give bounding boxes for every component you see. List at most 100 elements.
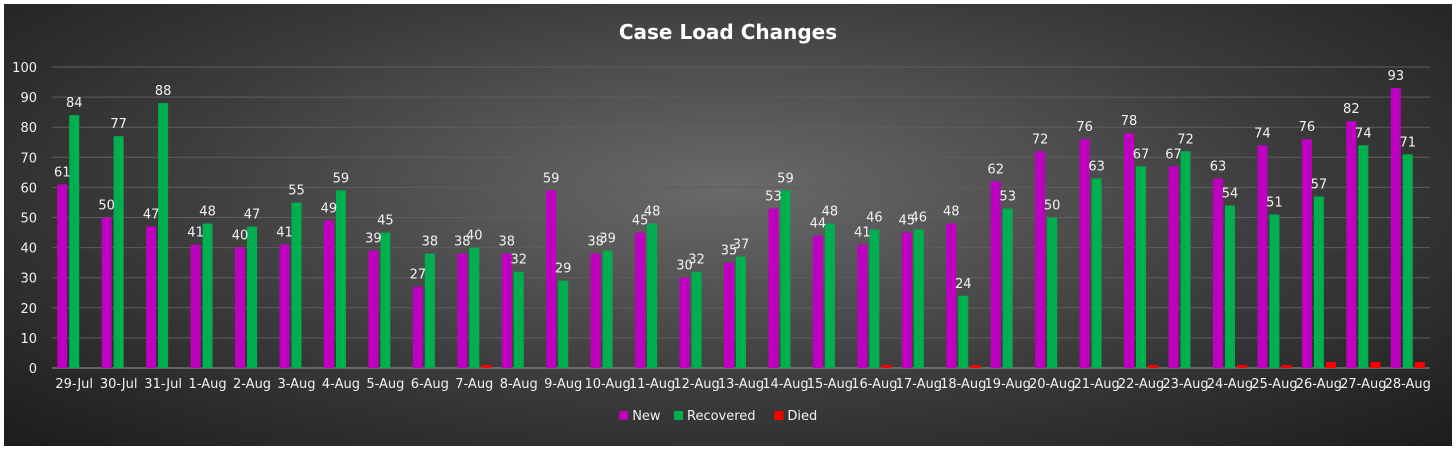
- bar-died: [1414, 361, 1425, 368]
- bar-died: [481, 364, 492, 368]
- x-tick-label: 7-Aug: [455, 377, 493, 392]
- bar-died: [881, 364, 892, 368]
- data-label-new: 40: [232, 229, 249, 244]
- bar-recovered: [558, 280, 569, 368]
- x-tick-label: 24-Aug: [1207, 377, 1253, 392]
- y-tick-label: 20: [20, 302, 37, 317]
- bar-recovered: [1002, 208, 1013, 368]
- y-tick-label: 40: [20, 242, 37, 257]
- data-label-new: 41: [276, 226, 293, 241]
- x-tick-label: 18-Aug: [940, 377, 986, 392]
- data-label-new: 59: [543, 171, 560, 186]
- data-label-new: 30: [676, 259, 693, 274]
- data-label-new: 62: [987, 162, 1004, 177]
- bar-new: [323, 220, 334, 368]
- data-label-recovered: 24: [955, 277, 972, 292]
- x-tick-label: 29-Jul: [55, 377, 93, 392]
- data-label-new: 47: [143, 208, 160, 223]
- x-tick-label: 25-Aug: [1251, 377, 1297, 392]
- data-label-new: 27: [410, 268, 427, 283]
- legend-swatch-new: [619, 411, 629, 420]
- data-label-recovered: 29: [555, 262, 572, 277]
- x-tick-label: 28-Aug: [1385, 377, 1431, 392]
- bar-recovered: [1180, 151, 1191, 368]
- bar-new: [990, 181, 1001, 368]
- x-tick-label: 27-Aug: [1340, 377, 1386, 392]
- bar-died: [1325, 361, 1336, 368]
- data-label-new: 93: [1388, 69, 1405, 84]
- data-label-recovered: 71: [1400, 135, 1417, 150]
- x-tick-label: 9-Aug: [544, 377, 582, 392]
- y-tick-label: 0: [29, 362, 37, 377]
- legend-swatch-died: [774, 411, 784, 420]
- data-label-recovered: 67: [1133, 147, 1150, 162]
- x-tick-label: 17-Aug: [896, 377, 942, 392]
- bar-new: [679, 277, 690, 368]
- x-tick-label: 23-Aug: [1162, 377, 1208, 392]
- bar-new: [1212, 178, 1223, 368]
- bar-new: [1257, 145, 1268, 368]
- data-label-recovered: 84: [66, 96, 83, 111]
- x-tick-label: 10-Aug: [584, 377, 630, 392]
- data-label-new: 38: [587, 235, 604, 250]
- bar-recovered: [513, 271, 524, 368]
- bar-recovered: [1358, 145, 1369, 368]
- data-label-recovered: 72: [1177, 132, 1194, 147]
- bar-recovered: [335, 190, 346, 368]
- data-label-recovered: 88: [155, 84, 172, 99]
- x-tick-label: 31-Jul: [144, 377, 182, 392]
- x-tick-label: 26-Aug: [1296, 377, 1342, 392]
- data-label-recovered: 51: [1266, 195, 1283, 210]
- y-tick-label: 80: [20, 121, 37, 136]
- bar-recovered: [113, 136, 124, 368]
- data-label-new: 82: [1343, 102, 1360, 117]
- legend-label-died: Died: [787, 409, 817, 424]
- x-tick-label: 13-Aug: [718, 377, 764, 392]
- legend: New Recovered Died: [619, 409, 817, 424]
- bar-new: [412, 286, 423, 368]
- data-label-new: 53: [765, 189, 782, 204]
- bar-died: [1236, 364, 1247, 368]
- bar-new: [1168, 166, 1179, 368]
- bar-died: [1148, 364, 1159, 368]
- bar-died: [970, 364, 981, 368]
- x-tick-label: 6-Aug: [411, 377, 449, 392]
- data-label-recovered: 63: [1088, 159, 1105, 174]
- bar-recovered: [1224, 205, 1235, 368]
- x-tick-label: 20-Aug: [1029, 377, 1075, 392]
- data-label-new: 63: [1210, 159, 1227, 174]
- y-tick-label: 50: [20, 212, 37, 227]
- bar-new: [501, 253, 512, 368]
- data-label-recovered: 54: [1222, 186, 1239, 201]
- data-label-recovered: 39: [599, 232, 616, 247]
- bar-new: [279, 244, 290, 368]
- bar-recovered: [824, 223, 835, 368]
- bar-new: [901, 232, 912, 368]
- data-label-recovered: 32: [510, 253, 527, 268]
- bar-recovered: [469, 247, 480, 368]
- data-label-recovered: 74: [1355, 126, 1372, 141]
- bar-recovered: [869, 229, 880, 368]
- bars: [57, 88, 1425, 369]
- data-label-recovered: 48: [199, 205, 216, 220]
- bar-recovered: [736, 256, 746, 368]
- bar-new: [812, 235, 823, 368]
- data-label-new: 76: [1299, 120, 1316, 135]
- bar-new: [635, 232, 646, 368]
- bar-recovered: [1269, 214, 1280, 368]
- y-tick-label: 10: [20, 332, 37, 347]
- data-label-recovered: 32: [688, 253, 705, 268]
- bar-recovered: [158, 103, 169, 369]
- data-label-new: 41: [187, 226, 204, 241]
- data-label-new: 49: [321, 202, 338, 217]
- bar-recovered: [1047, 217, 1058, 368]
- data-label-recovered: 77: [110, 117, 127, 132]
- y-tick-label: 70: [20, 151, 37, 166]
- data-label-new: 45: [632, 214, 649, 229]
- data-label-recovered: 40: [466, 229, 483, 244]
- data-label-recovered: 45: [377, 214, 394, 229]
- bar-recovered: [691, 271, 702, 368]
- x-tick-label: 4-Aug: [322, 377, 360, 392]
